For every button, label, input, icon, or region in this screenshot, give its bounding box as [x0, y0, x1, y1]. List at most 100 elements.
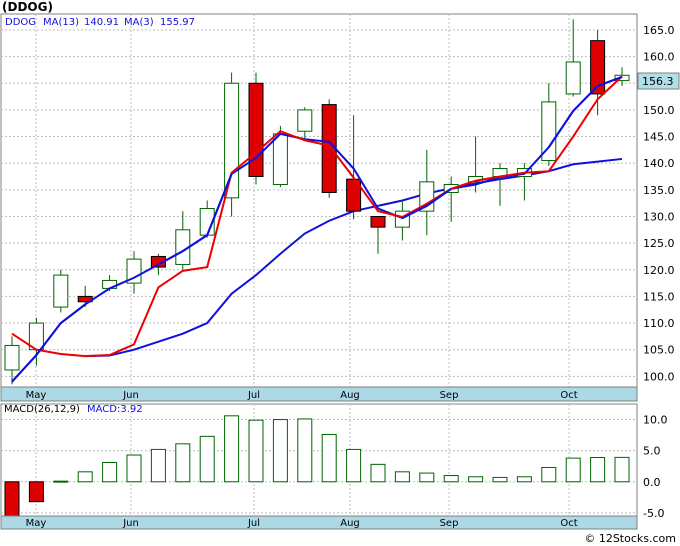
price-x-tick-label: Oct	[560, 390, 577, 401]
price-y-tick-label: 160.0	[643, 51, 675, 64]
price-x-tick-label: Sep	[440, 390, 459, 401]
price-y-tick-label: 165.0	[643, 24, 675, 37]
price-y-tick-label: 130.0	[643, 210, 675, 223]
macd-bar	[272, 419, 288, 483]
ma13-series-segment	[547, 110, 575, 148]
macd-bar	[614, 456, 630, 483]
legend-ma3: MA(3)	[124, 17, 154, 28]
macd-bar	[199, 435, 215, 483]
candle	[590, 29, 606, 116]
macd-y-tick-label: 5.0	[643, 445, 661, 458]
price-y-tick-label: 110.0	[643, 317, 675, 330]
macd-x-tick-label: Aug	[340, 518, 360, 529]
price-y-tick-label: 125.0	[643, 237, 675, 250]
ma13-series-segment	[572, 85, 599, 112]
last-price-value: 156.3	[642, 75, 674, 88]
macd-bar	[102, 461, 118, 483]
macd-bar	[28, 481, 44, 503]
ma13-series-segment	[11, 354, 38, 383]
macd-bar	[468, 476, 484, 483]
macd-bar	[150, 448, 166, 483]
macd-histogram	[4, 415, 630, 519]
price-y-tick-label: 100.0	[643, 370, 675, 383]
legend-ma3-value: 155.97	[160, 17, 195, 28]
price-x-tick-label: Jul	[247, 390, 260, 401]
macd-bar	[565, 457, 581, 483]
macd-bar	[321, 433, 337, 483]
macd-bar	[297, 418, 313, 483]
macd-y-axis: 10.0 5.0 0.0 -5.0	[643, 414, 668, 520]
candle	[175, 211, 191, 270]
chart-title: (DDOG)	[2, 0, 53, 14]
candle	[53, 269, 69, 313]
macd-bar	[126, 454, 142, 483]
price-y-tick-label: 145.0	[643, 131, 675, 144]
macd-bar	[590, 457, 606, 483]
price-y-tick-label: 115.0	[643, 290, 675, 303]
macd-bar	[516, 476, 532, 483]
legend-ma13: MA(13)	[43, 17, 79, 28]
candle-body-down	[590, 40, 606, 95]
macd-x-axis: May Jun Jul Aug Sep Oct	[26, 518, 578, 529]
legend-ma13-value: 140.91	[84, 17, 119, 28]
macd-bar	[224, 415, 240, 483]
ma13-series-segment	[597, 75, 623, 87]
candle-body-up	[297, 109, 313, 132]
price-y-tick-label: 150.0	[643, 104, 675, 117]
price-panel	[0, 13, 638, 388]
macd-bar	[346, 448, 362, 483]
price-x-tick-label: Jun	[122, 390, 139, 401]
macd-bar	[4, 481, 20, 519]
macd-y-tick-label: 10.0	[643, 414, 668, 427]
macd-x-tick-label: Jun	[122, 518, 139, 529]
site-credit: © 12Stocks.com	[584, 532, 676, 545]
candle-body-up	[53, 274, 69, 308]
candle-body-up	[224, 82, 240, 199]
candle-body-up	[4, 344, 20, 371]
ma13-series-segment	[206, 173, 233, 236]
macd-bar	[248, 419, 264, 483]
candle-body-down	[150, 255, 166, 268]
price-x-axis: May Jun Jul Aug Sep Oct	[26, 390, 578, 401]
price-y-axis: 100.0 105.0 110.0 115.0 120.0 125.0 130.0 135.0…	[643, 24, 675, 383]
macd-bar	[175, 443, 191, 483]
macd-bar	[492, 476, 508, 483]
macd-x-tick-label: May	[26, 518, 47, 529]
candle-body-up	[565, 61, 581, 95]
macd-legend-label: MACD(26,12,9)	[4, 404, 80, 415]
candle-body-down	[248, 82, 264, 178]
ma13-series-segment	[60, 303, 86, 324]
macd-bar	[370, 463, 386, 483]
candle	[126, 251, 142, 294]
candle	[28, 317, 44, 366]
candle-body-up	[541, 101, 557, 162]
last-price-tag	[637, 72, 680, 90]
price-x-tick-label: Aug	[340, 390, 360, 401]
ma13-series-segment	[401, 204, 428, 219]
macd-legend-value: MACD:3.92	[87, 404, 143, 415]
candle	[297, 107, 313, 140]
candle-body-up	[126, 258, 142, 284]
macd-x-tick-label: Oct	[560, 518, 577, 529]
price-date-axis-bar	[0, 386, 638, 402]
ma13-series-segment	[182, 234, 208, 252]
macd-panel	[0, 403, 638, 517]
macd-bar	[53, 480, 69, 483]
price-y-tick-label: 105.0	[643, 344, 675, 357]
candle	[370, 215, 386, 254]
price-y-tick-label: 140.0	[643, 157, 675, 170]
legend-ticker: DDOG	[5, 17, 36, 28]
candle	[248, 72, 264, 185]
macd-y-tick-label: 0.0	[643, 476, 661, 489]
ma13-series-segment	[35, 322, 62, 356]
macd-bar	[419, 472, 435, 483]
price-y-tick-label: 135.0	[643, 184, 675, 197]
ma13-series-segment	[426, 187, 452, 207]
candlesticks	[4, 19, 630, 385]
candle	[565, 19, 581, 97]
macd-bar	[77, 471, 93, 483]
moving-average-lines	[11, 75, 623, 383]
candle-body-up	[272, 133, 288, 186]
candle	[4, 336, 20, 385]
